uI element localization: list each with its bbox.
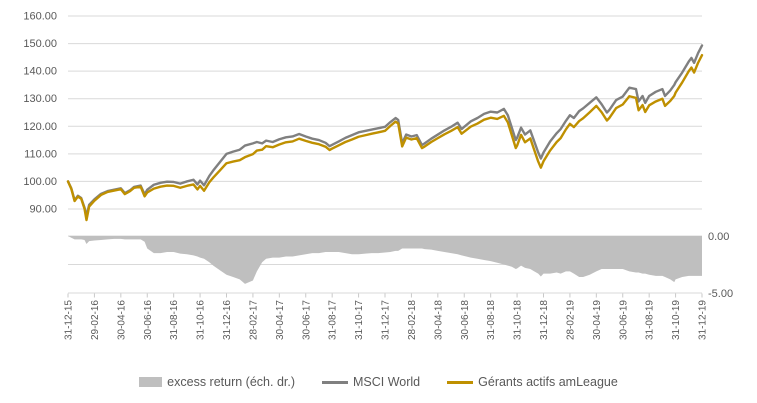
x-tick-label: 31-12-18: [539, 300, 550, 340]
gerants-actifs-line: [66, 53, 704, 222]
x-tick-label: 31-08-18: [486, 300, 497, 340]
right-axis-label: 0.00: [708, 231, 729, 243]
left-axis-label: 130.00: [23, 93, 57, 105]
x-tick-label: 31-08-16: [169, 300, 180, 340]
right-axis-label: -5.00: [708, 288, 733, 300]
performance-chart: 160.00 150.00 140.00 130.00 120.00 110.00 100.…: [23, 11, 733, 341]
chart-legend: excess return (éch. dr.) MSCI World Géra…: [0, 375, 757, 389]
left-axis-label: 120.00: [23, 121, 57, 133]
left-axis-label: 110.00: [24, 148, 57, 160]
left-axis-label: 90.00: [29, 204, 57, 216]
x-tick-label: 31-12-19: [698, 300, 709, 340]
excess-return-swatch-icon: [139, 377, 163, 387]
x-tick-label: 31-10-16: [196, 300, 207, 340]
x-tick-label: 28-02-18: [407, 300, 418, 340]
x-tick-label: 30-04-18: [433, 300, 444, 340]
x-tick-label: 30-06-17: [301, 300, 312, 340]
x-tick-label: 30-04-19: [592, 300, 603, 340]
x-tick-label: 28-02-17: [248, 300, 259, 340]
legend-label-excess-return: excess return (éch. dr.): [167, 375, 295, 389]
left-axis-label: 160.00: [23, 11, 57, 23]
x-tick-label: 28-02-19: [565, 300, 576, 340]
x-tick-label: 31-12-15: [64, 300, 75, 340]
x-tick-label: 31-08-17: [328, 300, 339, 340]
x-tick-label: 30-04-17: [275, 300, 286, 340]
legend-label-msci-world: MSCI World: [353, 375, 421, 389]
x-tick-label: 30-04-16: [116, 300, 127, 340]
gerants-actifs-swatch-icon: [447, 380, 474, 384]
x-tick-label: 31-10-19: [671, 300, 682, 340]
x-tick-label: 31-10-18: [513, 300, 524, 340]
left-axis-label: 100.00: [23, 176, 57, 188]
msci-world-swatch-icon: [322, 380, 348, 384]
legend-item-gerants-actifs: Gérants actifs amLeague: [447, 375, 618, 389]
x-tick-label: 31-08-19: [645, 300, 656, 340]
x-tick-label: 30-06-16: [143, 300, 154, 340]
x-tick-label: 30-06-19: [618, 300, 629, 340]
legend-item-msci-world: MSCI World: [322, 375, 420, 389]
x-tick-label: 31-12-17: [381, 300, 392, 340]
left-axis-label: 150.00: [23, 38, 57, 50]
legend-item-excess-return: excess return (éch. dr.): [139, 375, 295, 389]
x-tick-label: 30-06-18: [460, 300, 471, 340]
excess-return-area: [68, 236, 702, 284]
x-tick-label: 29-02-16: [90, 300, 101, 340]
x-tick-label: 31-10-17: [354, 300, 365, 340]
left-axis-label: 140.00: [23, 66, 57, 78]
legend-label-gerants-actifs: Gérants actifs amLeague: [478, 375, 618, 389]
x-tick-label: 31-12-16: [222, 300, 233, 340]
